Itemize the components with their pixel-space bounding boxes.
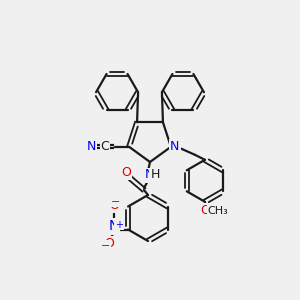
Text: O: O [109, 199, 119, 212]
Text: O: O [121, 166, 131, 178]
Text: N: N [170, 140, 180, 153]
Text: CH₃: CH₃ [208, 206, 228, 216]
Text: N: N [144, 169, 154, 182]
Text: O: O [200, 204, 210, 217]
Text: −: − [110, 196, 120, 206]
Text: N: N [86, 140, 96, 153]
Text: C: C [101, 140, 110, 153]
Text: O: O [104, 237, 114, 250]
Text: +: + [115, 220, 123, 230]
Text: −: − [100, 241, 110, 250]
Text: H: H [150, 169, 160, 182]
Text: N: N [109, 220, 119, 233]
